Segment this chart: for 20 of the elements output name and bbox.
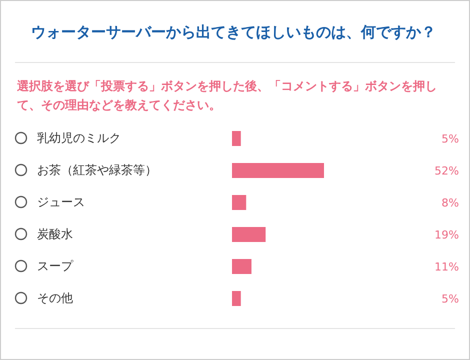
bar (232, 131, 241, 146)
bar (232, 259, 252, 274)
chart-subtitle: 選択肢を選び「投票する」ボタンを押した後、「コメントする」ボタンを押して、その理由などを教えてください。 (17, 78, 438, 114)
data-label: 5% (442, 132, 459, 146)
data-label: 19% (434, 228, 459, 242)
y-tick-label: ジュース (37, 195, 85, 209)
y-tick-label: 炭酸水 (37, 227, 73, 241)
bar (232, 195, 246, 210)
y-tick-label: お茶（紅茶や緑茶等） (37, 163, 157, 177)
y-tick-label: スープ (37, 259, 74, 273)
bar (232, 163, 324, 178)
data-label: 52% (434, 164, 459, 178)
y-tick-label: その他 (37, 291, 73, 305)
chart-title: ウォーターサーバーから出てきてほしいものは、何ですか？ (31, 23, 436, 42)
y-tick-label: 乳幼児のミルク (37, 131, 121, 145)
bar (232, 291, 241, 306)
data-label: 5% (442, 292, 459, 306)
bar (232, 227, 266, 242)
data-label: 8% (442, 196, 459, 210)
data-label: 11% (434, 260, 459, 274)
